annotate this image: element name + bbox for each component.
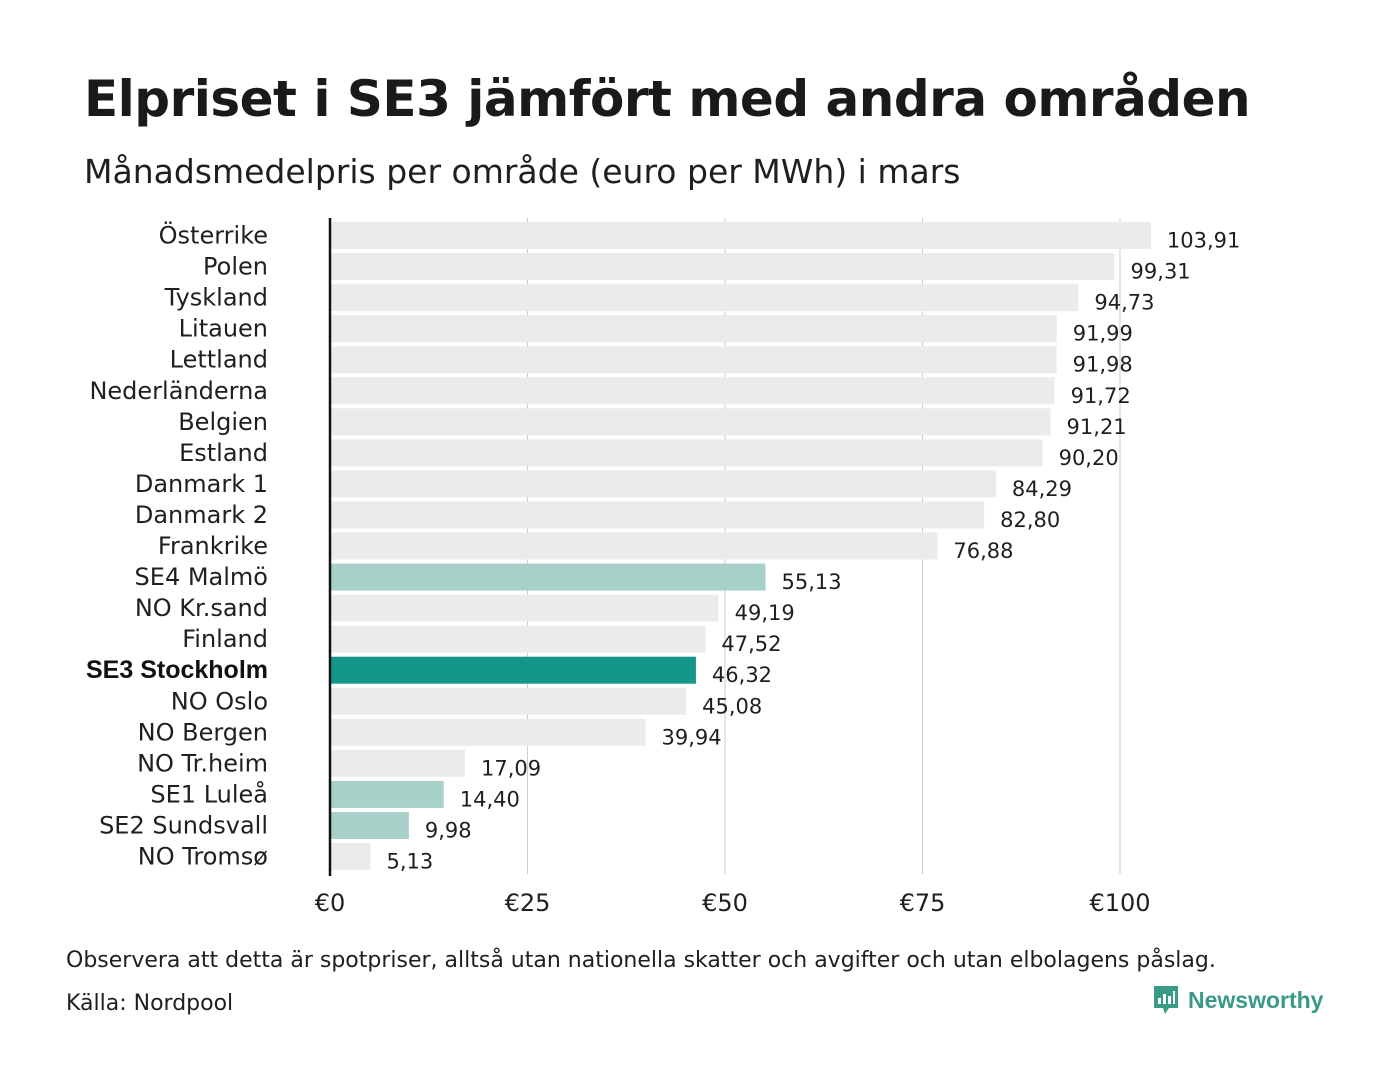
- x-tick-label: €25: [505, 889, 551, 917]
- bar: [330, 811, 409, 839]
- bar: [330, 780, 444, 808]
- value-label: 84,29: [1012, 477, 1072, 501]
- value-label: 91,21: [1067, 415, 1127, 439]
- value-label: 91,98: [1073, 353, 1133, 377]
- bar: [330, 843, 371, 870]
- bar: [330, 563, 766, 591]
- category-label: NO Tr.heim: [137, 749, 268, 777]
- bar-chart-speech-bubble-icon: [1154, 986, 1178, 1014]
- x-axis-ticks: €0 €25 €50 €75 €100: [315, 889, 1151, 917]
- bar: [330, 532, 938, 560]
- bar: [330, 656, 696, 684]
- value-label: 90,20: [1059, 446, 1119, 470]
- category-label: SE2 Sundsvall: [99, 811, 268, 839]
- bar: [330, 687, 687, 715]
- bar: [330, 346, 1057, 374]
- bar-chart: Österrike Polen Tyskland Litauen Lettland Ned…: [86, 218, 1241, 917]
- category-label: Danmark 2: [135, 501, 268, 529]
- category-label: Estland: [179, 439, 268, 467]
- value-label: 49,19: [735, 601, 795, 625]
- category-label: Belgien: [178, 408, 268, 436]
- bar: [330, 253, 1115, 281]
- bars: [330, 222, 1151, 870]
- category-label: Tyskland: [164, 284, 268, 312]
- category-label: Polen: [203, 253, 268, 281]
- value-label: 45,08: [702, 694, 762, 718]
- category-label: Danmark 1: [135, 470, 268, 498]
- source-note: Källa: Nordpool: [66, 991, 234, 1016]
- bar: [330, 408, 1051, 436]
- value-label: 39,94: [662, 725, 722, 749]
- value-label: 14,40: [460, 787, 520, 811]
- chart-subtitle: Månadsmedelpris per område (euro per MWh…: [84, 152, 961, 191]
- category-label: Litauen: [179, 315, 268, 343]
- value-label: 91,72: [1071, 384, 1131, 408]
- value-label: 9,98: [425, 818, 472, 842]
- x-tick-label: €100: [1089, 889, 1150, 917]
- value-label: 76,88: [953, 539, 1013, 563]
- footnote: Observera att detta är spotpriser, allts…: [66, 948, 1216, 973]
- value-label: 94,73: [1094, 291, 1154, 315]
- bar: [330, 439, 1043, 467]
- value-label: 46,32: [712, 663, 772, 687]
- category-label: Nederländerna: [89, 377, 268, 405]
- x-tick-label: €0: [315, 889, 346, 917]
- bar: [330, 749, 466, 777]
- value-label: 103,91: [1167, 229, 1240, 253]
- category-label: Frankrike: [158, 532, 268, 560]
- bar: [330, 222, 1151, 249]
- category-label: Österrike: [159, 221, 268, 250]
- value-label: 47,52: [721, 632, 781, 656]
- value-label: 55,13: [782, 570, 842, 594]
- category-label: SE4 Malmö: [135, 563, 268, 591]
- category-label: Lettland: [170, 346, 268, 374]
- bar: [330, 315, 1057, 343]
- value-label: 99,31: [1131, 260, 1191, 284]
- bar: [330, 284, 1079, 312]
- category-label: NO Tromsø: [138, 843, 268, 871]
- value-labels: 103,91 99,31 94,73 91,99 91,98 91,72 91,21 90,2…: [387, 229, 1241, 874]
- value-label: 17,09: [481, 756, 541, 780]
- bar: [330, 625, 706, 653]
- bar: [330, 470, 996, 498]
- category-label: SE3 Stockholm: [86, 656, 268, 684]
- value-label: 91,99: [1073, 322, 1133, 346]
- value-label: 82,80: [1000, 508, 1060, 532]
- category-label: SE1 Luleå: [150, 779, 268, 808]
- category-label: NO Kr.sand: [135, 594, 268, 622]
- bar: [330, 377, 1055, 405]
- bar: [330, 594, 719, 622]
- category-labels: Österrike Polen Tyskland Litauen Lettland Ned…: [86, 221, 268, 871]
- x-tick-label: €75: [900, 889, 946, 917]
- x-tick-label: €50: [702, 889, 748, 917]
- category-label: Finland: [182, 625, 268, 653]
- category-label: NO Oslo: [171, 687, 268, 715]
- brand-logo: Newsworthy: [1152, 984, 1323, 1016]
- chart-title: Elpriset i SE3 jämfört med andra områden: [84, 70, 1251, 128]
- bar: [330, 501, 985, 529]
- brand-name: Newsworthy: [1188, 986, 1324, 1013]
- bar: [330, 718, 646, 746]
- category-label: NO Bergen: [138, 718, 268, 746]
- value-label: 5,13: [387, 850, 434, 874]
